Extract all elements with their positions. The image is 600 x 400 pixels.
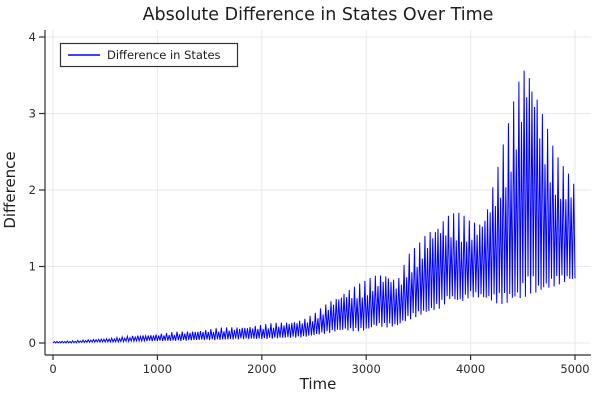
x-tick-label: 0	[49, 362, 56, 376]
y-tick-label: 0	[29, 336, 36, 350]
legend: Difference in States	[59, 42, 239, 68]
legend-box	[59, 42, 239, 68]
x-tick-label: 5000	[560, 362, 589, 376]
y-tick-label: 4	[29, 30, 36, 44]
y-tick-label: 1	[29, 260, 36, 274]
x-tick-label: 4000	[456, 362, 485, 376]
x-tick-label: 1000	[143, 362, 172, 376]
y-axis-label: Difference	[1, 151, 19, 228]
x-axis-label: Time	[299, 375, 337, 393]
series-difference-line	[52, 70, 576, 344]
legend-label: Difference in States	[107, 48, 221, 62]
plot-area: 0 1000 2000 3000 4000 5000 0 1 2 3 4	[29, 30, 591, 376]
x-tick-label: 3000	[352, 362, 381, 376]
x-tick-label: 2000	[247, 362, 276, 376]
y-tick-label: 2	[29, 183, 36, 197]
chart-title: Absolute Difference in States Over Time	[143, 5, 494, 25]
y-tick-label: 3	[29, 107, 36, 121]
